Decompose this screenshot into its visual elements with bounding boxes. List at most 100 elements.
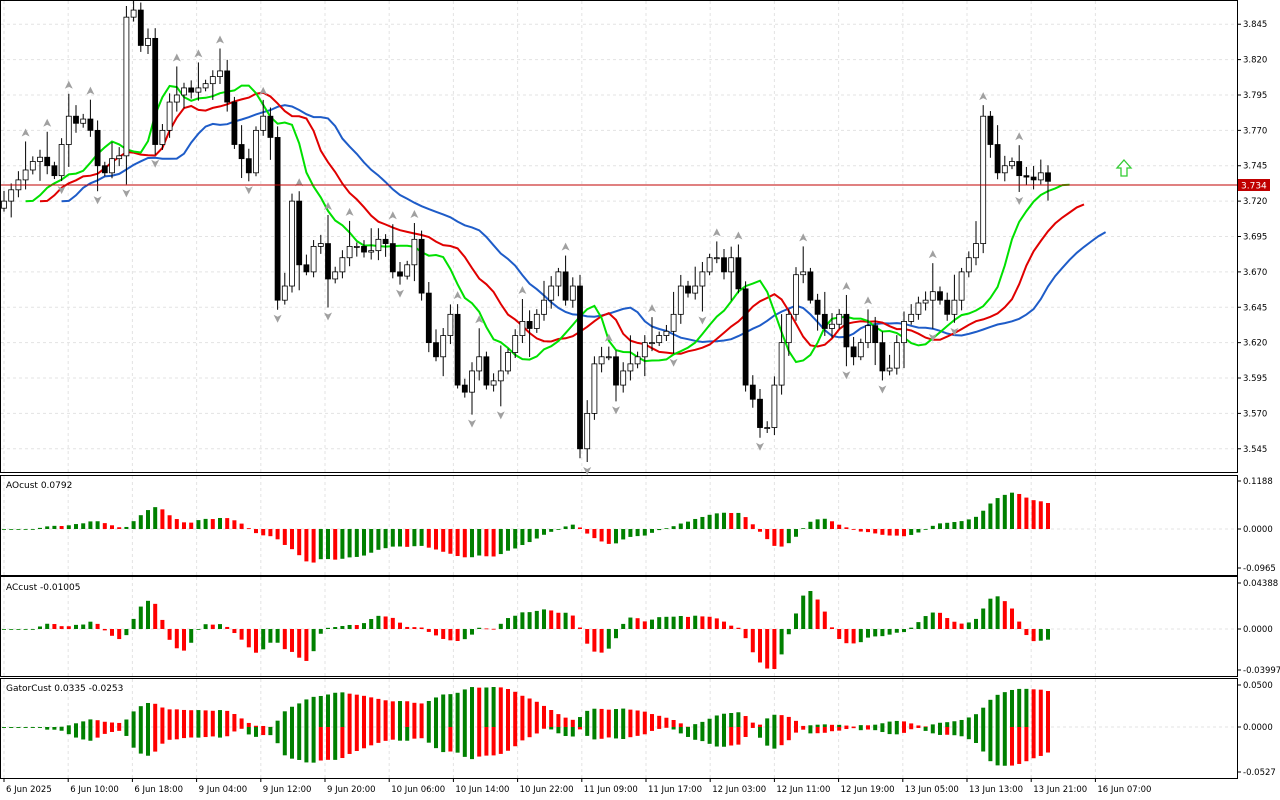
ao-bar <box>484 529 489 557</box>
gator-upper-bar <box>678 723 683 727</box>
ac-bar <box>390 617 395 629</box>
gator-lower-bar <box>808 727 813 734</box>
candle-bull <box>893 342 900 369</box>
price-tick-label: 3.645 <box>1243 303 1267 313</box>
ao-bar <box>923 529 928 530</box>
ao-bar <box>657 529 662 531</box>
gator-lower-bar <box>556 727 561 734</box>
gator-upper-bar <box>239 718 244 727</box>
candle-bull <box>886 367 893 372</box>
gator-lower-bar <box>362 727 366 749</box>
candle-bull <box>1009 161 1015 167</box>
gator-lower-bar <box>390 727 395 740</box>
ac-bar <box>822 611 827 629</box>
ac-bar <box>592 629 597 652</box>
candle-bull <box>209 76 216 85</box>
ac-panel-frame[interactable] <box>0 576 1238 677</box>
ac-bar <box>887 629 892 635</box>
ao-bar <box>714 513 719 529</box>
gator-lower-bar <box>1002 727 1007 766</box>
ac-bar <box>239 629 244 640</box>
ac-bar <box>95 623 100 629</box>
gator-panel-frame[interactable] <box>0 678 1238 779</box>
ao-bar <box>822 518 827 529</box>
ao-bar <box>419 529 424 546</box>
gator-lower-bar <box>966 727 971 740</box>
ao-bar <box>1010 492 1014 529</box>
gator-lower-bar <box>513 727 518 747</box>
candle-bull <box>857 342 864 358</box>
ao-bar <box>628 529 633 537</box>
ao-bar <box>434 529 438 550</box>
gator-lower-bar <box>880 727 885 733</box>
ao-panel-frame[interactable] <box>0 475 1238 576</box>
candle-bull <box>706 257 713 273</box>
gator-upper-bar <box>520 695 525 727</box>
gator-upper-bar <box>902 721 906 727</box>
gator-lower-bar <box>1038 727 1043 756</box>
ac-bar <box>902 629 906 633</box>
ac-bar <box>858 629 863 643</box>
ac-bar <box>1024 629 1029 636</box>
fractal-down-icon <box>273 314 282 323</box>
candle-bear <box>296 200 303 266</box>
candle-bull <box>8 189 15 202</box>
ac-bar <box>556 612 561 629</box>
ao-bar <box>1024 497 1029 529</box>
gator-upper-bar <box>822 724 827 727</box>
candle-bull <box>980 115 987 244</box>
gator-lower-bar <box>671 727 676 730</box>
gator-lower-bar <box>866 727 870 730</box>
ac-bar <box>657 617 662 629</box>
ao-bar <box>297 529 302 556</box>
candle-bull <box>447 313 454 336</box>
candle-bull <box>173 94 180 103</box>
ao-bar <box>736 512 741 529</box>
gator-upper-bar <box>758 724 762 727</box>
candle-bear <box>483 356 490 386</box>
gator-upper-bar <box>196 710 201 727</box>
gator-lower-bar <box>506 727 510 751</box>
ac-bar <box>995 596 1000 629</box>
ao-bar <box>390 529 395 547</box>
ao-bar <box>945 522 950 529</box>
gator-lower-bar <box>470 727 474 760</box>
ao-bar <box>952 522 957 529</box>
gator-lower-bar <box>246 727 251 735</box>
ao-tick-top: 0.1188 <box>1243 477 1273 487</box>
ao-bar <box>268 529 273 537</box>
ao-bar <box>218 517 222 529</box>
gator-lower-bar <box>650 727 654 731</box>
candle-bull <box>901 321 907 344</box>
ac-bar <box>304 629 309 661</box>
ao-bar <box>1002 494 1007 529</box>
gator-upper-bar <box>887 721 892 727</box>
ac-bar <box>110 629 114 636</box>
gator-upper-bar <box>1002 692 1007 727</box>
gator-lower-bar <box>995 727 1000 766</box>
ao-bar <box>225 518 230 529</box>
price-tick-label: 3.545 <box>1243 445 1267 455</box>
gator-upper-bar <box>225 710 230 727</box>
candle-bear <box>238 144 245 160</box>
ao-bar <box>815 519 820 529</box>
fractal-down-icon <box>583 467 592 476</box>
candle-bull <box>404 264 411 277</box>
ao-bar <box>239 523 244 529</box>
up-arrow-icon[interactable] <box>1115 159 1133 177</box>
candle-bull <box>663 330 670 336</box>
candle-bull <box>692 285 699 294</box>
gator-upper-bar <box>174 709 179 727</box>
candle-bear <box>137 9 144 46</box>
candle-bull <box>713 257 720 260</box>
candle-bear <box>821 313 828 329</box>
fractal-up-icon <box>324 202 332 211</box>
candle-bull <box>346 246 353 259</box>
ao-bar <box>498 529 503 555</box>
ac-bar <box>851 629 856 644</box>
gator-lower-bar <box>887 727 892 735</box>
price-tick-label: 3.620 <box>1243 339 1267 349</box>
ao-bar <box>894 529 899 536</box>
ao-bar <box>585 529 590 534</box>
